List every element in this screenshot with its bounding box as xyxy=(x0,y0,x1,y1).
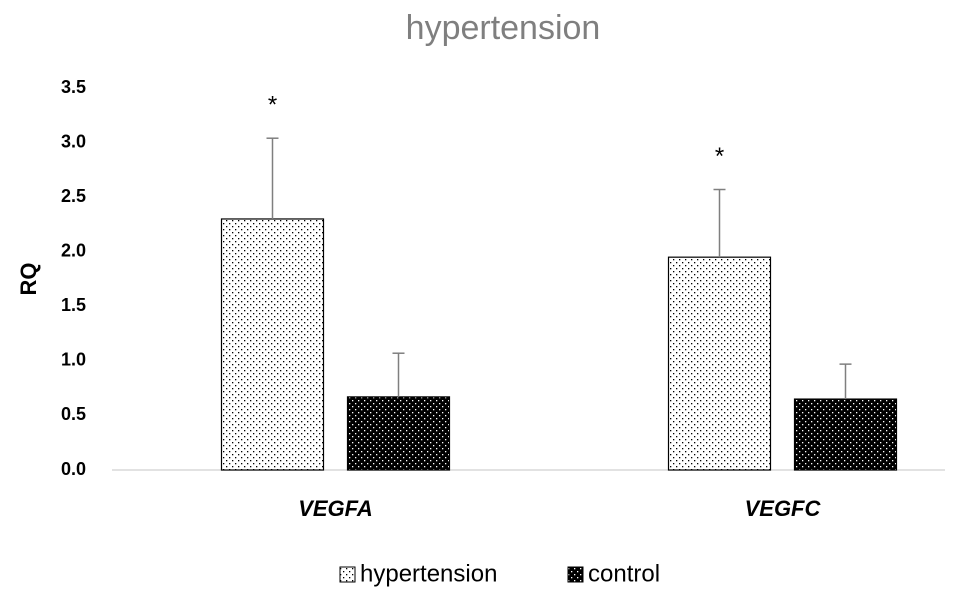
significance-label: * xyxy=(268,92,277,119)
bar xyxy=(667,256,772,471)
y-tick-label: 1.5 xyxy=(61,295,86,315)
significance-label: * xyxy=(715,143,724,170)
bar xyxy=(793,398,898,471)
y-tick-label: 3.0 xyxy=(61,131,86,151)
legend-label: control xyxy=(588,560,660,587)
bar xyxy=(346,396,451,471)
x-tick-label: VEGFA xyxy=(298,496,373,521)
legend-label: hypertension xyxy=(360,560,497,587)
y-tick-label: 0.0 xyxy=(61,459,86,479)
y-axis-title: RQ xyxy=(16,263,41,296)
legend-swatch xyxy=(339,566,356,583)
y-tick-label: 1.0 xyxy=(61,350,86,370)
legend-swatch xyxy=(567,566,584,583)
y-tick-label: 3.5 xyxy=(61,77,86,97)
bar xyxy=(220,218,325,471)
y-tick-label: 0.5 xyxy=(61,404,86,424)
y-tick-label: 2.5 xyxy=(61,186,86,206)
x-tick-label: VEGFC xyxy=(745,496,822,521)
y-tick-label: 2.0 xyxy=(61,240,86,260)
chart-title: hypertension xyxy=(406,9,601,47)
